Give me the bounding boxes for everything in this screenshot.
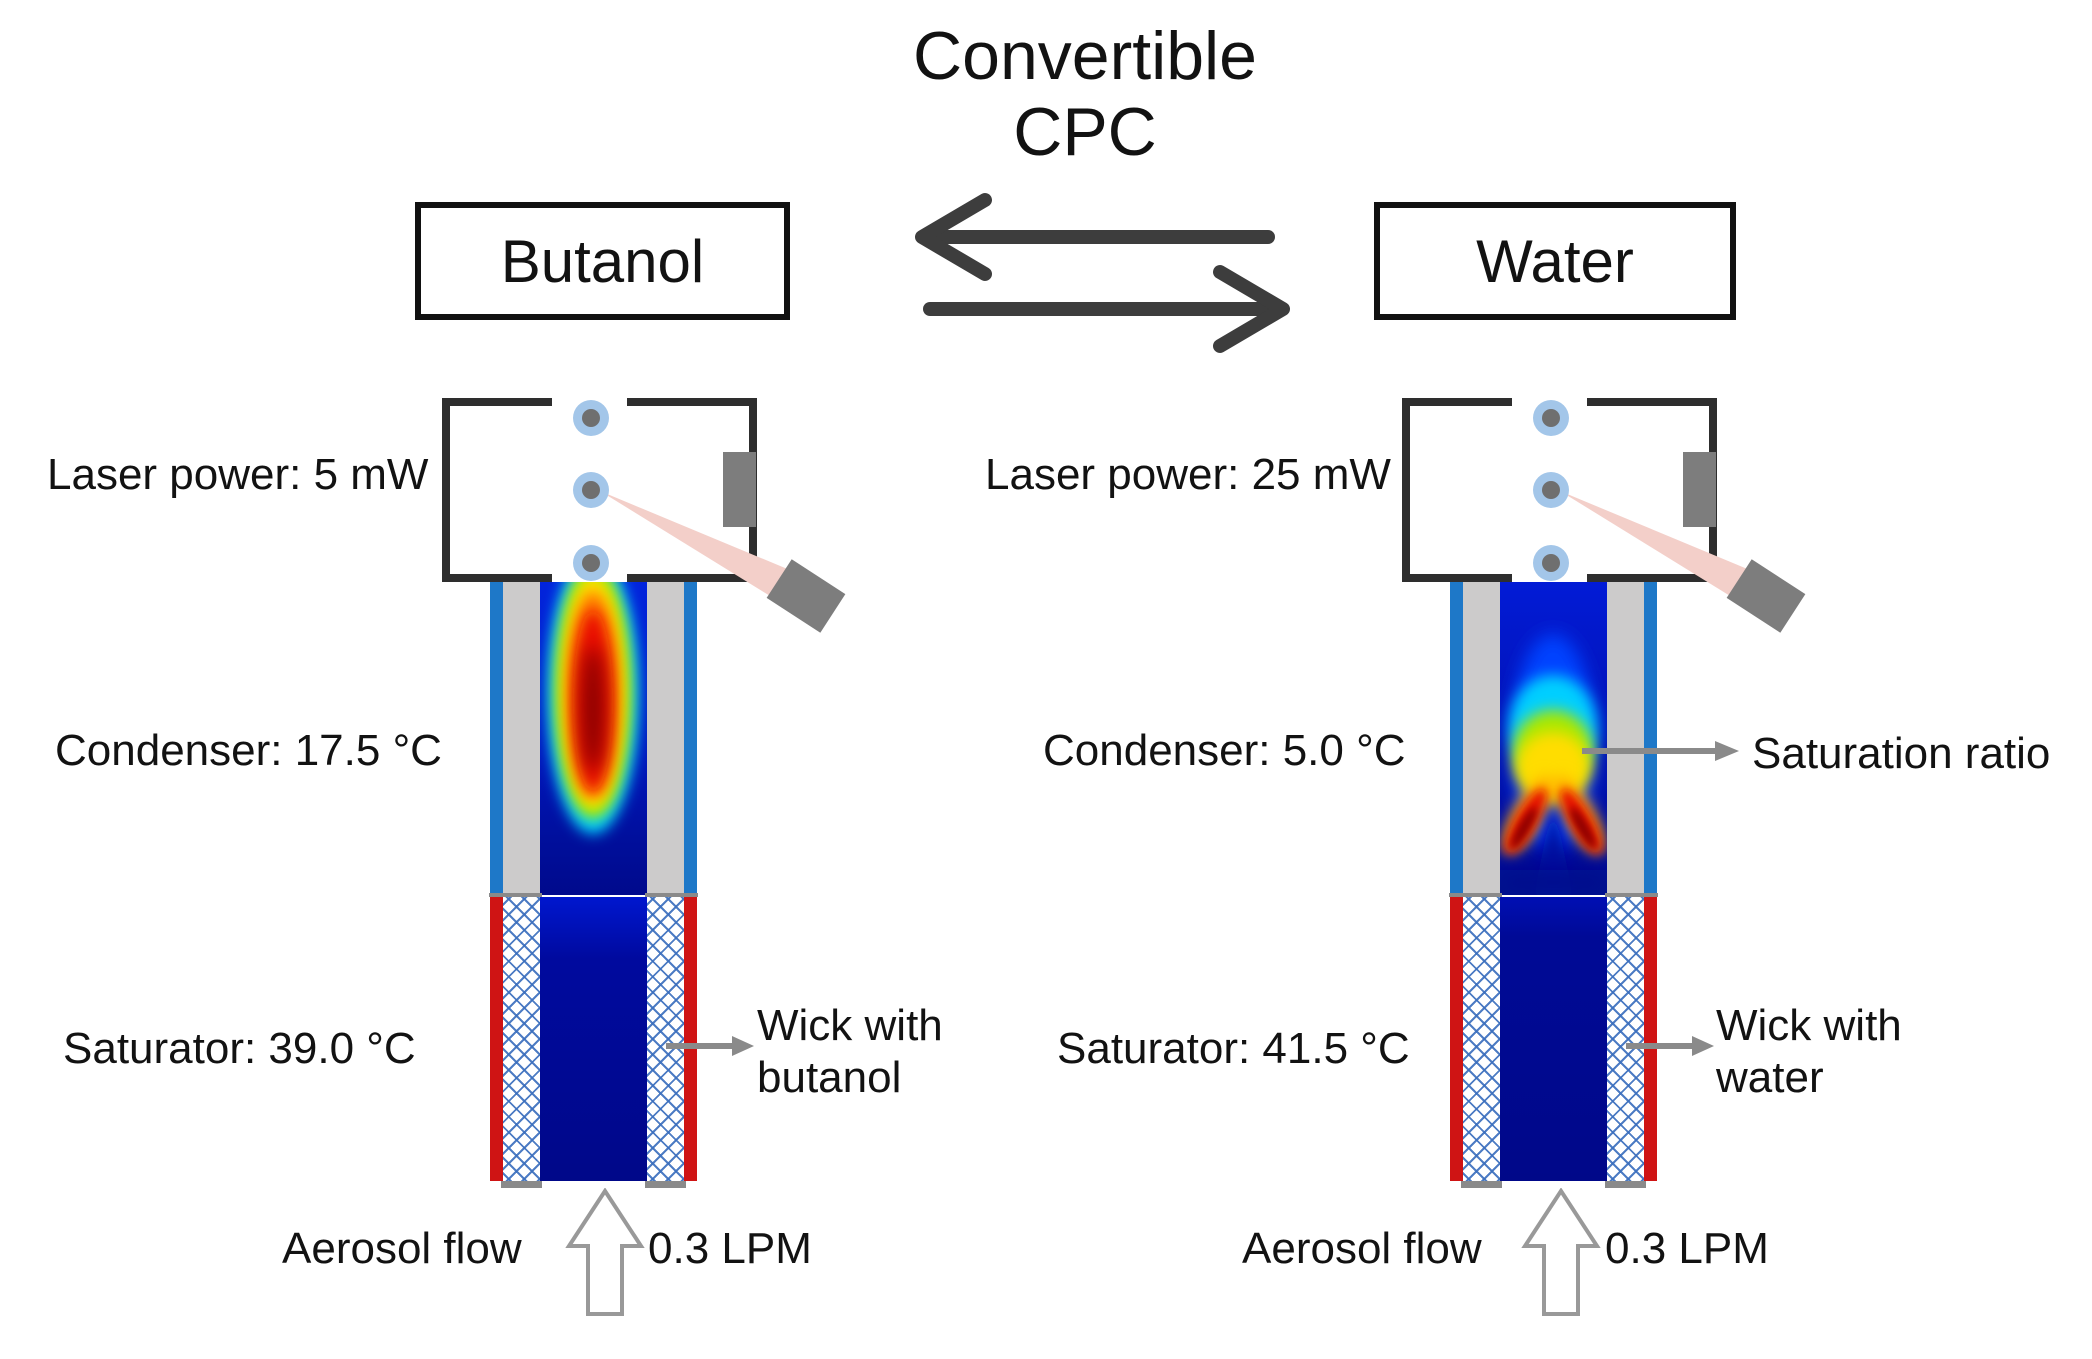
right-lens-top-icon [1533,400,1569,436]
right-condenser-wall-left [1463,582,1500,895]
left-flow-rate-label: 0.3 LPM [648,1224,812,1273]
left-aerosol-arrow-icon [565,1188,645,1316]
laser-source-icon [766,559,846,633]
left-bottom-cap-left [501,1181,542,1188]
laser-source-icon [1726,559,1806,633]
left-wick-label-line2: butanol [757,1053,902,1102]
right-lens-bottom-icon [1533,545,1569,581]
title-line1: Convertible [913,18,1257,94]
right-optics-wall-left [1402,398,1410,582]
right-saturator-jacket-left [1450,897,1463,1181]
left-wick-pointer [666,1036,754,1056]
conversion-arrows [915,193,1290,353]
left-wick-right [647,897,684,1181]
water-box-label: Water [1476,227,1634,295]
left-optics-bottom-b [627,574,757,582]
right-aerosol-flow-label: Aerosol flow [1242,1224,1482,1273]
right-photodetector-icon [1683,452,1716,527]
saturation-ratio-label: Saturation ratio [1752,729,2051,778]
right-saturator-jacket-right [1644,897,1657,1181]
right-saturation-plume [1500,582,1607,895]
right-laser-power-label: Laser power: 25 mW [985,450,1391,499]
left-lens-bottom-icon [573,545,609,581]
right-junction-cap-right [1605,893,1658,897]
left-condenser-wall-right [647,582,684,895]
right-wick-label: Wick with water [1716,1000,1902,1104]
left-aerosol-flow-label: Aerosol flow [282,1224,522,1273]
left-optics-wall-left [442,398,450,582]
left-condenser-jacket-left [490,582,503,895]
lens-core-icon [582,481,600,499]
lens-core-icon [1542,481,1560,499]
arrow-right-head-icon [1213,265,1290,353]
left-saturator-jacket-left [490,897,503,1181]
arrowhead-icon [1715,741,1739,761]
lens-core-icon [1542,409,1560,427]
right-bottom-cap-left [1461,1181,1502,1188]
right-wick-right [1607,897,1644,1181]
left-junction-cap-left [489,893,542,897]
left-laser-power-label: Laser power: 5 mW [47,450,429,499]
right-wick-left [1463,897,1500,1181]
left-laser-assembly [600,491,846,633]
right-condenser-jacket-right [1644,582,1657,895]
laser-beam-icon [600,491,797,607]
left-saturator-channel [540,897,647,1181]
right-wick-label-line1: Wick with [1716,1001,1902,1050]
right-optics-top-a [1402,398,1512,406]
left-condenser-label: Condenser: 17.5 °C [55,726,442,775]
left-bottom-cap-right [645,1181,686,1188]
arrowhead-icon [1692,1036,1714,1056]
left-lens-middle-icon [573,472,609,508]
title-line2: CPC [1013,94,1157,170]
right-aerosol-arrow-icon [1521,1188,1601,1316]
water-box: Water [1374,202,1736,320]
right-optics-top-b [1587,398,1717,406]
right-flow-rate-label: 0.3 LPM [1605,1224,1769,1273]
left-condenser-jacket-right [684,582,697,895]
right-saturator-channel [1500,897,1607,1181]
right-optics-bottom-a [1402,574,1512,582]
arrow-left-head-icon [915,193,992,281]
right-wick-pointer [1626,1036,1714,1056]
left-wick-label: Wick with butanol [757,1000,943,1104]
butanol-box: Butanol [415,202,790,320]
left-saturator-jacket-right [684,897,697,1181]
right-junction-cap-left [1449,893,1502,897]
lens-core-icon [582,554,600,572]
right-condenser-wall-right [1607,582,1644,895]
left-lens-top-icon [573,400,609,436]
lens-core-icon [1542,554,1560,572]
right-condenser-jacket-left [1450,582,1463,895]
left-saturation-plume [540,582,647,895]
right-saturator-label: Saturator: 41.5 °C [1057,1024,1410,1073]
left-saturator-label: Saturator: 39.0 °C [63,1024,416,1073]
left-optics-bottom-a [442,574,552,582]
left-junction-cap-right [645,893,698,897]
left-photodetector-icon [723,452,756,527]
left-condenser-wall-left [503,582,540,895]
right-lens-middle-icon [1533,472,1569,508]
left-wick-left [503,897,540,1181]
laser-beam-icon [1560,491,1757,607]
saturation-ratio-pointer [1582,741,1739,761]
left-optics-top-b [627,398,757,406]
right-wick-label-line2: water [1716,1053,1824,1102]
right-optics-bottom-b [1587,574,1717,582]
lens-core-icon [582,409,600,427]
left-optics-top-a [442,398,552,406]
right-condenser-label: Condenser: 5.0 °C [1043,726,1406,775]
right-laser-assembly [1560,491,1806,633]
right-bottom-cap-right [1605,1181,1646,1188]
butanol-box-label: Butanol [500,227,705,295]
left-wick-label-line1: Wick with [757,1001,943,1050]
arrowhead-icon [732,1036,754,1056]
